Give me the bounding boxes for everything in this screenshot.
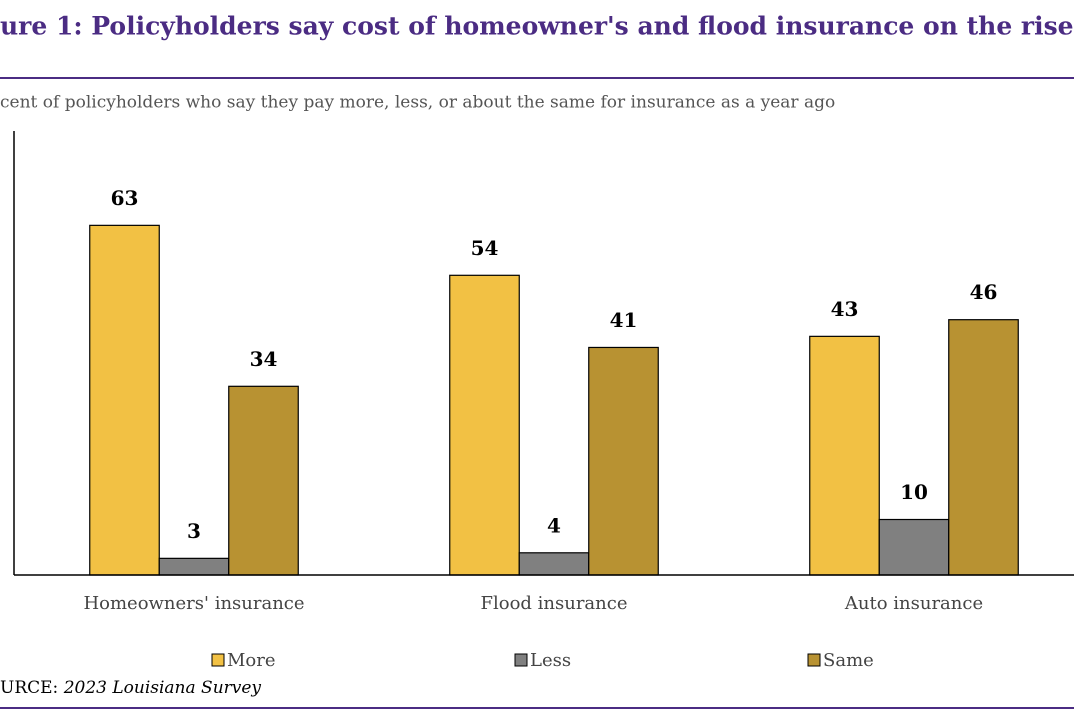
bar bbox=[228, 385, 299, 576]
bar bbox=[948, 319, 1019, 576]
x-tick-label: Homeowners' insurance bbox=[83, 593, 304, 614]
bar bbox=[809, 335, 880, 576]
data-label: 3 bbox=[187, 519, 201, 543]
source: URCE: 2023 Louisiana Survey bbox=[0, 678, 261, 698]
data-label: 54 bbox=[471, 236, 499, 260]
bar bbox=[449, 274, 520, 576]
legend-swatch bbox=[211, 653, 225, 667]
data-label: 41 bbox=[610, 308, 638, 332]
legend-label: Same bbox=[823, 650, 874, 671]
data-label: 46 bbox=[970, 280, 998, 304]
legend-swatch bbox=[514, 653, 528, 667]
legend-label: Less bbox=[530, 650, 571, 671]
legend-label: More bbox=[227, 650, 276, 671]
chart-title: ure 1: Policyholders say cost of homeown… bbox=[0, 12, 1074, 41]
data-label: 10 bbox=[900, 480, 928, 504]
bar bbox=[588, 346, 659, 576]
data-label: 4 bbox=[547, 513, 561, 537]
bar bbox=[158, 557, 230, 576]
x-tick-label: Flood insurance bbox=[480, 593, 627, 614]
data-label: 63 bbox=[111, 186, 139, 210]
legend-swatch bbox=[807, 653, 821, 667]
bar bbox=[518, 552, 590, 576]
source-label: URCE: bbox=[0, 678, 58, 698]
bar bbox=[89, 224, 160, 576]
subtitle: cent of policyholders who say they pay m… bbox=[0, 93, 835, 113]
bar bbox=[878, 518, 950, 576]
source-text: 2023 Louisiana Survey bbox=[63, 678, 262, 698]
data-label: 34 bbox=[250, 347, 278, 371]
x-tick-label: Auto insurance bbox=[844, 593, 983, 614]
data-label: 43 bbox=[831, 297, 859, 321]
